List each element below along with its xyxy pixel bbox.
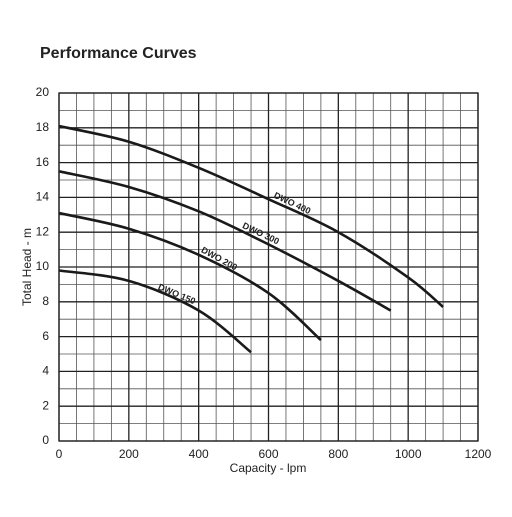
y-axis-label: Total Head - m: [20, 228, 34, 306]
y-tick-label: 14: [36, 190, 50, 204]
x-tick-label: 1200: [465, 447, 492, 461]
x-tick-label: 400: [189, 447, 209, 461]
x-tick-label: 1000: [395, 447, 422, 461]
curve: [58, 170, 392, 312]
y-tick-label: 18: [36, 120, 50, 134]
plot-frame: [58, 92, 479, 442]
y-tick-label: 4: [42, 364, 49, 378]
x-tick-label: 0: [56, 447, 63, 461]
y-tick-label: 12: [36, 224, 50, 238]
x-tick-label: 800: [328, 447, 348, 461]
y-tick-label: 2: [42, 398, 49, 412]
y-tick-label: 20: [36, 85, 50, 99]
y-tick-label: 8: [42, 294, 49, 308]
x-tick-label: 600: [258, 447, 278, 461]
y-tick-label: 10: [36, 259, 50, 273]
y-tick-label: 16: [36, 155, 50, 169]
curve: [58, 269, 252, 354]
chart-title: Performance Curves: [40, 45, 197, 62]
x-axis-label: Capacity - lpm: [230, 461, 307, 475]
y-tick-label: 0: [42, 433, 49, 447]
x-tick-label: 200: [119, 447, 139, 461]
curve: [58, 124, 444, 309]
y-tick-label: 6: [42, 329, 49, 343]
curve: [58, 211, 322, 342]
